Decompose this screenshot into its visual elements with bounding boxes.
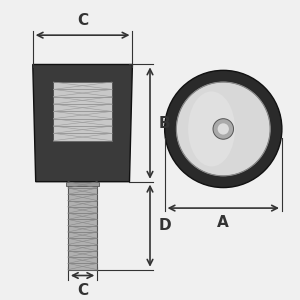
Polygon shape [33, 64, 132, 182]
Text: A: A [218, 215, 229, 230]
Bar [53, 82, 112, 141]
Text: C: C [77, 13, 88, 28]
Circle shape [213, 119, 233, 139]
Circle shape [165, 70, 282, 188]
Ellipse shape [188, 92, 235, 166]
Text: B: B [159, 116, 170, 130]
Text: D: D [159, 218, 171, 233]
FancyBboxPatch shape [68, 182, 97, 270]
Circle shape [218, 123, 229, 135]
Bar [67, 182, 99, 186]
Circle shape [176, 82, 270, 176]
Text: C: C [77, 283, 88, 298]
